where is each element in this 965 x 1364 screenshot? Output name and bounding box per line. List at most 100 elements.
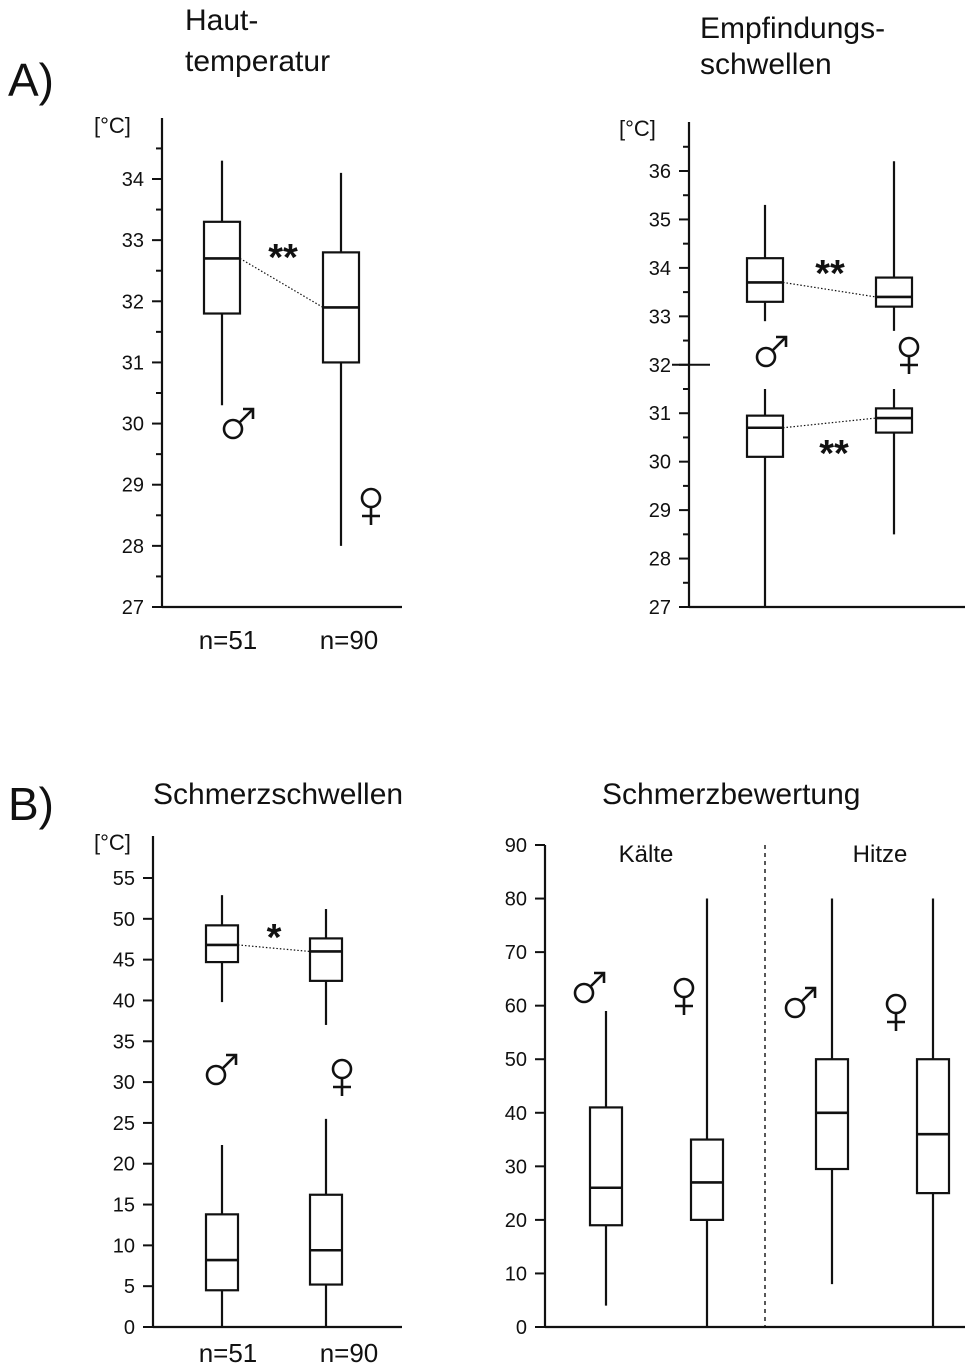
male-symbol-arrow-head (226, 1053, 238, 1065)
male-symbol-circle (205, 1064, 227, 1086)
male-symbol-arrow-head (776, 335, 788, 347)
category-label-male: n=51 (199, 1338, 258, 1364)
y-tick-label: 50 (505, 1049, 527, 1071)
chart-schmerzschwellen: Schmerzschwellen [°C] n=51 n=90 * 0 5 10 15… (94, 778, 403, 1364)
female-symbol-circle (360, 487, 382, 509)
panel-a-letter: A) (8, 54, 54, 106)
male-symbol-circle (573, 982, 595, 1004)
y-tick-label: 33 (649, 306, 671, 328)
chart-title-line-1: Empfindungs- (700, 12, 885, 45)
box-iqr (745, 414, 785, 458)
y-tick-label: 30 (113, 1072, 135, 1094)
y-tick-label: 40 (113, 990, 135, 1012)
box-kälte-male (588, 1011, 624, 1306)
female-symbol-circle (331, 1058, 353, 1080)
chart-title-line-1: Haut- (185, 4, 258, 37)
y-tick-label: 34 (649, 258, 671, 280)
y-tick-label: 27 (122, 597, 144, 619)
significance-stars-cold: ** (819, 433, 849, 475)
y-tick-label: 55 (113, 868, 135, 890)
y-tick-label: 35 (649, 209, 671, 231)
box-kalt-female (874, 389, 914, 535)
female-symbol (673, 977, 695, 1015)
y-tick-label: 28 (649, 549, 671, 571)
box-iqr (202, 220, 242, 315)
male-symbol-arrow-shaft (221, 1054, 237, 1070)
y-tick-label: 32 (649, 355, 671, 377)
significance-stars-warm: ** (815, 253, 845, 295)
box-iqr (874, 276, 914, 308)
male-symbol-arrow-shaft (589, 972, 605, 988)
y-tick-label: 5 (124, 1276, 135, 1298)
y-tick-label: 25 (113, 1113, 135, 1135)
y-unit-label: [°C] (619, 116, 656, 141)
y-tick-label: 29 (122, 475, 144, 497)
male-symbol-circle (784, 997, 806, 1019)
box-iqr (308, 937, 344, 982)
y-tick-label: 35 (113, 1031, 135, 1053)
male-symbol-arrow-shaft (238, 408, 254, 424)
y-tick-label: 31 (122, 352, 144, 374)
chart-title: Schmerzschwellen (153, 778, 403, 811)
male-symbol (784, 986, 817, 1019)
box-kälte-female (689, 898, 725, 1327)
y-tick-label: 28 (122, 536, 144, 558)
box-iqr (814, 1058, 850, 1171)
male-symbol-arrow-head (594, 971, 606, 983)
chart-title: Schmerzbewertung (602, 778, 860, 811)
y-tick-label: 45 (113, 950, 135, 972)
box-iqr (588, 1106, 624, 1227)
y-tick-label: 10 (505, 1263, 527, 1285)
box-iqr (308, 1193, 344, 1286)
y-tick-label: 30 (122, 414, 144, 436)
male-symbol-arrow-shaft (771, 336, 787, 352)
significance-stars: ** (268, 237, 298, 279)
chart-title-line-2: schwellen (700, 48, 832, 81)
y-tick-label: 50 (113, 909, 135, 931)
chart-hauttemperatur: Haut- temperatur [°C] n=51 n=90 ** 27 28 2… (94, 4, 402, 655)
chart-schmerzbewertung: Schmerzbewertung Kälte Hitze 0 10 20 30 40 50… (505, 778, 965, 1339)
male-symbol (755, 335, 788, 368)
box-iqr (204, 1213, 240, 1292)
category-label-female: n=90 (320, 1338, 379, 1364)
chart-empfindungsschwellen: Empfindungs- schwellen [°C] ** ** 27 28 29… (619, 12, 965, 619)
female-symbol-circle (673, 977, 695, 999)
male-symbol (205, 1053, 238, 1086)
box-kälte-male (204, 1144, 240, 1327)
y-tick-label: 30 (505, 1156, 527, 1178)
female-symbol (898, 336, 920, 374)
y-tick-label: 10 (113, 1235, 135, 1257)
y-unit-label: [°C] (94, 830, 131, 855)
male-symbol-arrow-head (243, 407, 255, 419)
y-tick-label: 15 (113, 1195, 135, 1217)
y-tick-label: 90 (505, 835, 527, 857)
female-symbol (885, 993, 907, 1031)
box-iqr (689, 1138, 725, 1221)
box-male (202, 160, 242, 406)
male-symbol-circle (222, 418, 244, 440)
y-tick-label: 70 (505, 942, 527, 964)
significance-star: * (267, 917, 282, 959)
y-unit-label: [°C] (94, 113, 131, 138)
median-connector (782, 417, 877, 429)
female-symbol (331, 1058, 353, 1096)
box-female (321, 172, 361, 546)
median-connector (782, 281, 877, 298)
box-hitze-female (308, 909, 344, 1025)
y-tick-label: 20 (113, 1154, 135, 1176)
chart-title-line-2: temperatur (185, 45, 330, 78)
y-tick-label: 31 (649, 403, 671, 425)
male-symbol-circle (755, 346, 777, 368)
category-label-female: n=90 (320, 625, 379, 655)
y-tick-label: 20 (505, 1210, 527, 1232)
y-tick-label: 0 (124, 1317, 135, 1339)
y-tick-label: 40 (505, 1103, 527, 1125)
panel-b-letter: B) (8, 778, 54, 830)
median-connector (237, 944, 311, 953)
y-tick-label: 80 (505, 889, 527, 911)
box-hitze-male (204, 895, 240, 1003)
box-kalt-male (745, 389, 785, 607)
male-symbol-arrow-head (805, 986, 817, 998)
y-tick-label: 36 (649, 161, 671, 183)
